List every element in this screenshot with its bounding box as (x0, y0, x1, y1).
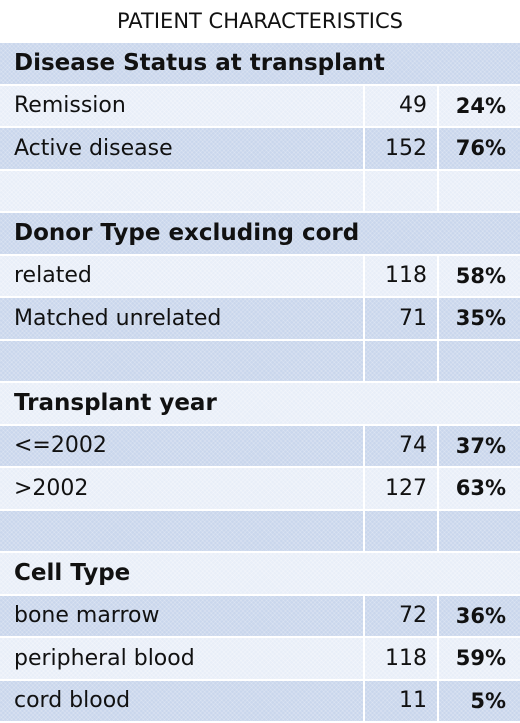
section-header: Disease Status at transplant (0, 43, 520, 84)
spacer-cell (0, 511, 365, 552)
spacer-row (0, 511, 520, 554)
row-label: related (0, 256, 365, 297)
row-percent: 35% (439, 298, 520, 339)
row-label: <=2002 (0, 426, 365, 467)
table-row: related 118 58% (0, 256, 520, 299)
table-row: peripheral blood 118 59% (0, 638, 520, 681)
spacer-cell (365, 341, 439, 382)
row-count: 74 (365, 426, 439, 467)
row-count: 152 (365, 128, 439, 169)
row-count: 49 (365, 86, 439, 127)
section-header: Cell Type (0, 553, 520, 594)
row-label: peripheral blood (0, 638, 365, 679)
spacer-row (0, 171, 520, 214)
row-count: 71 (365, 298, 439, 339)
section-header-row: Disease Status at transplant (0, 43, 520, 86)
table-row: <=2002 74 37% (0, 426, 520, 469)
row-label: >2002 (0, 468, 365, 509)
section-header-row: Donor Type excluding cord (0, 213, 520, 256)
row-count: 127 (365, 468, 439, 509)
row-percent: 63% (439, 468, 520, 509)
spacer-cell (439, 511, 520, 552)
row-label: cord blood (0, 681, 365, 722)
row-count: 72 (365, 596, 439, 637)
table-row: >2002 127 63% (0, 468, 520, 511)
section-header-row: Transplant year (0, 383, 520, 426)
row-label: bone marrow (0, 596, 365, 637)
row-percent: 58% (439, 256, 520, 297)
table-row: bone marrow 72 36% (0, 596, 520, 639)
table-row: Active disease 152 76% (0, 128, 520, 171)
row-count: 118 (365, 256, 439, 297)
table-title: PATIENT CHARACTERISTICS (0, 0, 520, 43)
row-count: 118 (365, 638, 439, 679)
spacer-cell (439, 341, 520, 382)
section-header: Donor Type excluding cord (0, 213, 520, 254)
spacer-cell (365, 171, 439, 212)
table-row: Matched unrelated 71 35% (0, 298, 520, 341)
spacer-row (0, 341, 520, 384)
section-header: Transplant year (0, 383, 520, 424)
row-label: Matched unrelated (0, 298, 365, 339)
row-percent: 59% (439, 638, 520, 679)
spacer-cell (0, 341, 365, 382)
spacer-cell (365, 511, 439, 552)
row-percent: 5% (439, 681, 520, 722)
spacer-cell (439, 171, 520, 212)
row-percent: 37% (439, 426, 520, 467)
row-label: Active disease (0, 128, 365, 169)
row-percent: 76% (439, 128, 520, 169)
row-percent: 36% (439, 596, 520, 637)
spacer-cell (0, 171, 365, 212)
table-row: cord blood 11 5% (0, 681, 520, 723)
table-row: Remission 49 24% (0, 86, 520, 129)
section-header-row: Cell Type (0, 553, 520, 596)
row-count: 11 (365, 681, 439, 722)
row-label: Remission (0, 86, 365, 127)
row-percent: 24% (439, 86, 520, 127)
